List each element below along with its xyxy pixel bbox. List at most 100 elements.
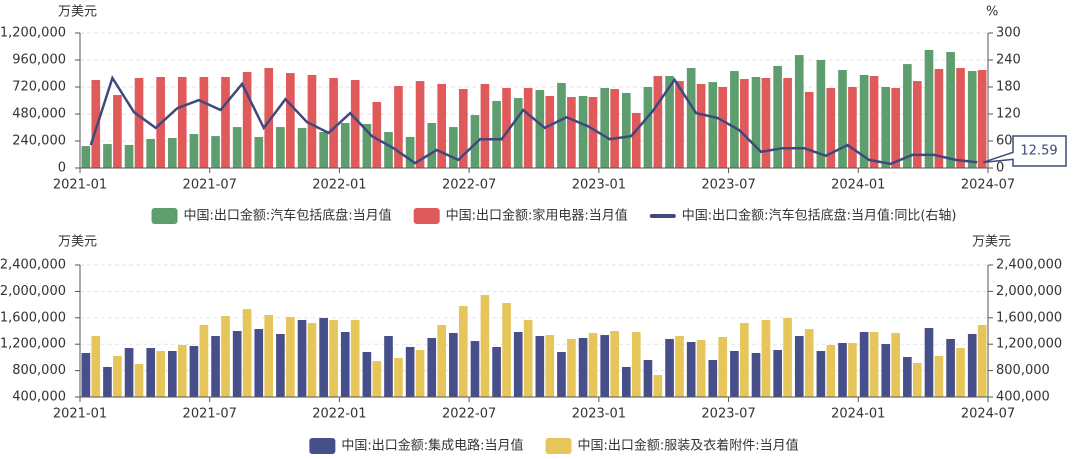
bar	[394, 85, 403, 168]
bar	[869, 75, 879, 168]
bar	[458, 305, 468, 397]
bar	[329, 319, 338, 397]
bar	[276, 127, 285, 168]
bar	[405, 136, 415, 168]
bar	[91, 80, 101, 168]
bar	[242, 72, 252, 168]
bar	[307, 323, 317, 397]
bar	[773, 350, 782, 397]
bar	[761, 319, 771, 397]
bar	[946, 338, 955, 397]
x-tick-label: 2021-01	[53, 178, 107, 193]
bar	[535, 336, 545, 397]
bar	[177, 344, 187, 397]
bar	[340, 123, 350, 168]
left-unit: 万美元	[58, 5, 97, 20]
bar	[523, 88, 533, 168]
line	[89, 75, 978, 166]
bar	[405, 346, 415, 397]
bar	[340, 331, 350, 397]
y2-tick-label: 240	[996, 53, 1021, 68]
y2-tick-label: 180	[996, 80, 1021, 95]
x-tick-label: 2022-07	[442, 407, 496, 422]
y2-tick-label: 2,400,000	[996, 258, 1062, 273]
bar	[718, 337, 728, 397]
y2-tick-label: 1,200,000	[996, 337, 1062, 352]
bar	[167, 350, 177, 397]
bar	[449, 332, 458, 397]
y2-tick-label: 400,000	[996, 390, 1050, 405]
x-tick-label: 2023-07	[701, 407, 755, 422]
bar	[912, 81, 922, 168]
bar	[924, 49, 934, 168]
bar	[794, 55, 804, 168]
bar	[686, 67, 696, 168]
legend-label: 中国:出口金额:服装及衣着附件:当月值	[578, 438, 799, 454]
bar	[103, 144, 112, 168]
bar	[103, 366, 112, 397]
bar	[329, 78, 338, 168]
bar	[394, 357, 403, 397]
bar	[977, 70, 987, 168]
x-tick-label: 2023-07	[701, 178, 755, 193]
bar	[578, 337, 588, 397]
x-tick-label: 2022-07	[442, 178, 496, 193]
bar	[545, 335, 555, 397]
bar	[643, 359, 653, 397]
bar	[869, 331, 879, 397]
y-tick-label: 800,000	[12, 363, 66, 378]
bar	[437, 324, 447, 397]
bar	[427, 337, 437, 397]
bar	[730, 71, 739, 168]
bar	[384, 336, 393, 397]
bar	[903, 357, 912, 397]
y-tick-label: 0	[58, 161, 66, 176]
legend-swatch	[649, 214, 676, 218]
bar	[696, 83, 706, 168]
y-tick-label: 480,000	[12, 107, 66, 122]
x-tick-label: 2024-01	[831, 178, 885, 193]
x-tick-label: 2021-01	[53, 407, 107, 422]
bar	[124, 144, 134, 168]
y-tick-label: 240,000	[12, 134, 66, 149]
bar	[480, 295, 490, 397]
bar	[567, 97, 576, 168]
bar	[967, 333, 977, 397]
bar	[221, 316, 230, 397]
bar	[600, 88, 610, 168]
bar	[254, 329, 264, 397]
bar	[502, 303, 511, 397]
bar	[134, 78, 144, 168]
bar	[588, 332, 598, 397]
bar	[848, 343, 857, 397]
bar	[189, 345, 199, 397]
bar	[199, 324, 209, 397]
bar	[696, 339, 706, 397]
bar	[276, 333, 285, 397]
bar	[449, 127, 458, 168]
bar	[492, 346, 501, 397]
bar	[156, 350, 165, 397]
bar	[319, 317, 328, 397]
bar	[384, 132, 393, 168]
bar	[177, 76, 187, 168]
x-tick-label: 2023-01	[572, 407, 626, 422]
bar	[881, 87, 891, 168]
x-tick-label: 2021-07	[183, 178, 237, 193]
bar	[730, 350, 739, 397]
y-tick-label: 1,200,000	[0, 337, 66, 352]
x-tick-label: 2024-07	[961, 178, 1015, 193]
bar	[557, 82, 566, 168]
bar	[653, 75, 663, 168]
bar	[480, 83, 490, 168]
bar	[794, 336, 804, 397]
bar	[740, 323, 749, 397]
bar	[372, 361, 382, 397]
bar	[891, 88, 901, 168]
y-tick-label: 1,600,000	[0, 310, 66, 325]
legend-swatch	[413, 208, 440, 224]
bar	[557, 351, 566, 397]
bar	[610, 331, 619, 397]
bar	[826, 344, 836, 397]
